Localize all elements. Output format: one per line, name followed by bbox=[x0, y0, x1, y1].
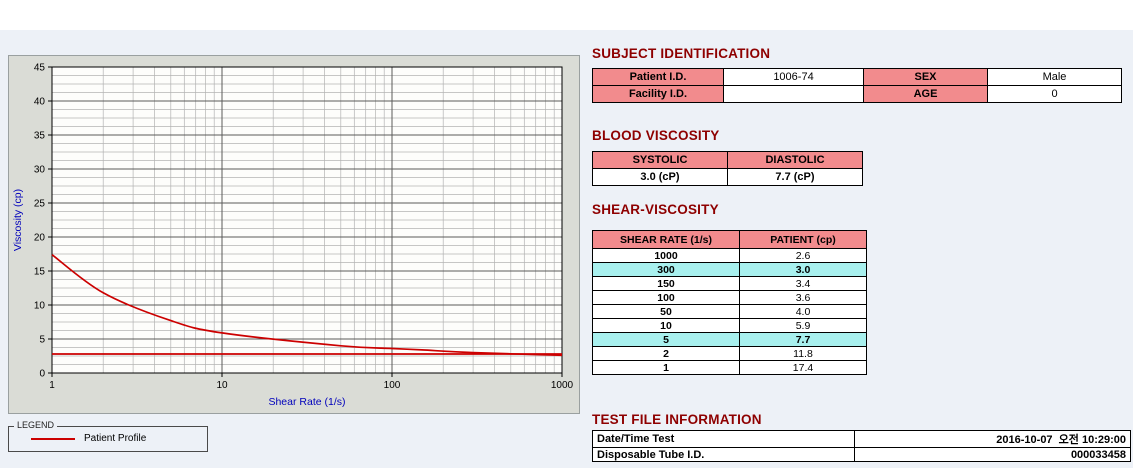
patient-cp-cell: 4.0 bbox=[739, 304, 867, 319]
viscosity-chart: 0 5 10 15 20 25 30 35 40 45 1 10 100 1000 Shear Rate (… bbox=[10, 57, 576, 415]
shear-row: 1000 2.6 bbox=[592, 248, 867, 263]
patient-cp-cell: 3.0 bbox=[739, 262, 867, 277]
disposable-tube-id-label: Disposable Tube I.D. bbox=[592, 447, 855, 462]
patient-cp-cell: 2.6 bbox=[739, 248, 867, 263]
test-file-information-table: Date/Time Test 2016-10-07 오전 10:29:00 Di… bbox=[592, 430, 1131, 462]
age-label: AGE bbox=[863, 85, 988, 103]
patient-id-label: Patient I.D. bbox=[592, 68, 724, 86]
blood-viscosity-heading: BLOOD VISCOSITY bbox=[592, 128, 720, 143]
svg-text:10: 10 bbox=[34, 301, 46, 312]
systolic-value: 3.0 (cP) bbox=[592, 168, 728, 186]
svg-text:100: 100 bbox=[384, 380, 401, 391]
shear-rate-cell: 1 bbox=[592, 360, 740, 375]
date-time-test-label: Date/Time Test bbox=[592, 430, 855, 448]
table-row: SHEAR RATE (1/s) PATIENT (cp) bbox=[592, 230, 867, 249]
shear-row: 1 17.4 bbox=[592, 360, 867, 375]
svg-text:35: 35 bbox=[34, 131, 46, 142]
legend-entry-label: Patient Profile bbox=[84, 433, 147, 444]
age-value: 0 bbox=[987, 85, 1122, 103]
legend-title: LEGEND bbox=[14, 420, 58, 430]
shear-rate-cell: 10 bbox=[592, 318, 740, 333]
blood-viscosity-table: SYSTOLIC DIASTOLIC 3.0 (cP) 7.7 (cP) bbox=[592, 151, 863, 186]
table-row: Facility I.D. AGE 0 bbox=[592, 85, 1122, 103]
patient-cp-cell: 5.9 bbox=[739, 318, 867, 333]
patient-id-value: 1006-74 bbox=[723, 68, 864, 86]
date-time-test-value: 2016-10-07 오전 10:29:00 bbox=[854, 430, 1131, 448]
patient-cp-cell: 17.4 bbox=[739, 360, 867, 375]
svg-text:45: 45 bbox=[34, 63, 46, 74]
table-row: Disposable Tube I.D. 000033458 bbox=[592, 447, 1131, 462]
shear-rate-cell: 50 bbox=[592, 304, 740, 319]
shear-row: 5 7.7 bbox=[592, 332, 867, 347]
svg-text:5: 5 bbox=[39, 335, 45, 346]
diastolic-header: DIASTOLIC bbox=[727, 151, 863, 169]
shear-viscosity-table: SHEAR RATE (1/s) PATIENT (cp) 1000 2.6 300… bbox=[592, 230, 867, 375]
legend-box: LEGEND Patient Profile bbox=[8, 420, 208, 452]
subject-identification-heading: SUBJECT IDENTIFICATION bbox=[592, 46, 771, 61]
shear-row: 10 5.9 bbox=[592, 318, 867, 333]
facility-id-value bbox=[723, 85, 864, 103]
svg-text:0: 0 bbox=[39, 369, 45, 380]
svg-text:25: 25 bbox=[34, 199, 46, 210]
shear-row: 100 3.6 bbox=[592, 290, 867, 305]
diastolic-value: 7.7 (cP) bbox=[727, 168, 863, 186]
svg-text:Viscosity (cp): Viscosity (cp) bbox=[12, 189, 24, 251]
legend-line-sample bbox=[31, 437, 75, 440]
patient-cp-cell: 3.4 bbox=[739, 276, 867, 291]
facility-id-label: Facility I.D. bbox=[592, 85, 724, 103]
shear-rate-cell: 150 bbox=[592, 276, 740, 291]
table-row: Date/Time Test 2016-10-07 오전 10:29:00 bbox=[592, 430, 1131, 448]
table-row: Patient I.D. 1006-74 SEX Male bbox=[592, 68, 1122, 86]
shear-row: 300 3.0 bbox=[592, 262, 867, 277]
svg-text:40: 40 bbox=[34, 97, 46, 108]
sex-label: SEX bbox=[863, 68, 988, 86]
table-row: SYSTOLIC DIASTOLIC bbox=[592, 151, 863, 169]
disposable-tube-id-value: 000033458 bbox=[854, 447, 1131, 462]
shear-viscosity-heading: SHEAR-VISCOSITY bbox=[592, 202, 719, 217]
patient-cp-header: PATIENT (cp) bbox=[739, 230, 867, 249]
svg-text:15: 15 bbox=[34, 267, 46, 278]
svg-text:Shear Rate (1/s): Shear Rate (1/s) bbox=[268, 396, 345, 408]
shear-rate-cell: 2 bbox=[592, 346, 740, 361]
shear-rate-cell: 5 bbox=[592, 332, 740, 347]
systolic-header: SYSTOLIC bbox=[592, 151, 728, 169]
svg-text:20: 20 bbox=[34, 233, 46, 244]
shear-rate-cell: 100 bbox=[592, 290, 740, 305]
shear-rate-cell: 1000 bbox=[592, 248, 740, 263]
test-file-information-heading: TEST FILE INFORMATION bbox=[592, 412, 762, 427]
shear-row: 2 11.8 bbox=[592, 346, 867, 361]
patient-cp-cell: 11.8 bbox=[739, 346, 867, 361]
patient-cp-cell: 7.7 bbox=[739, 332, 867, 347]
viscosity-chart-panel: 0 5 10 15 20 25 30 35 40 45 1 10 100 1000 Shear Rate (… bbox=[8, 55, 580, 414]
shear-rate-cell: 300 bbox=[592, 262, 740, 277]
legend-entry: Patient Profile bbox=[9, 427, 207, 444]
svg-text:1000: 1000 bbox=[551, 380, 574, 391]
shear-rate-header: SHEAR RATE (1/s) bbox=[592, 230, 740, 249]
table-row: 3.0 (cP) 7.7 (cP) bbox=[592, 168, 863, 186]
svg-text:30: 30 bbox=[34, 165, 46, 176]
svg-text:1: 1 bbox=[49, 380, 55, 391]
shear-row: 150 3.4 bbox=[592, 276, 867, 291]
svg-text:10: 10 bbox=[216, 380, 228, 391]
shear-row: 50 4.0 bbox=[592, 304, 867, 319]
sex-value: Male bbox=[987, 68, 1122, 86]
shear-viscosity-body: 1000 2.6 300 3.0 150 3.4 100 3.6 50 4.0 10 5.9 5 7.7 2… bbox=[592, 248, 867, 375]
subject-identification-table: Patient I.D. 1006-74 SEX Male Facility I… bbox=[592, 68, 1122, 103]
patient-cp-cell: 3.6 bbox=[739, 290, 867, 305]
